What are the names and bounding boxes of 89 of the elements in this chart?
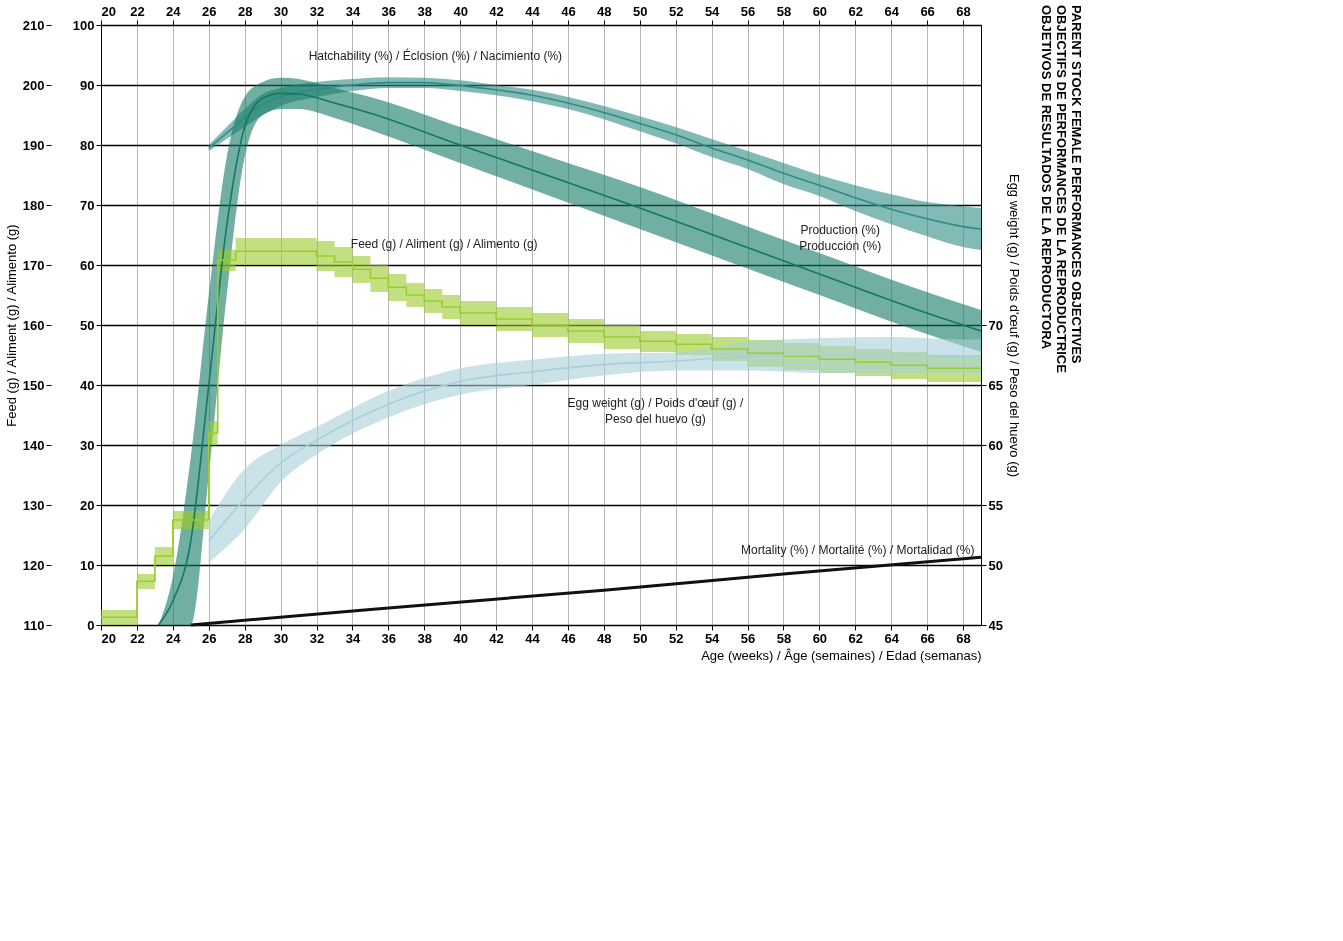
x-tick-label: 38 [417, 630, 432, 646]
x-tick-label: 46 [561, 630, 576, 646]
x-tick-label: 50 [633, 630, 648, 646]
y3-tick-label: 130 [22, 497, 45, 513]
y3-tick-label: 110 [23, 617, 45, 633]
x2-tick-label: 44 [525, 3, 541, 19]
y3-tick-label: 210 [22, 17, 45, 33]
x-tick-label: 34 [345, 630, 361, 646]
x2-tick-label: 24 [166, 3, 182, 19]
x2-tick-label: 34 [345, 3, 361, 19]
y-tick-label: 0 [87, 617, 95, 633]
y3-tick-label: 190 [22, 137, 45, 153]
x2-tick-label: 48 [597, 3, 612, 19]
x-tick-label: 52 [668, 630, 684, 646]
y-tick-label: 10 [80, 557, 95, 573]
x-tick-label: 44 [525, 630, 541, 646]
y-tick-label: 40 [80, 377, 95, 393]
y-tick-label: 80 [80, 137, 95, 153]
y-tick-label: 20 [80, 497, 95, 513]
x2-tick-label: 52 [668, 3, 684, 19]
y2-axis-title: Egg weight (g) / Poids d'œuf (g) / Peso del huevo (g) [1006, 173, 1022, 478]
y3-tick-label: 120 [22, 557, 45, 573]
line-series [189, 555, 983, 627]
x2-tick-label: 56 [740, 3, 756, 19]
y-tick-label: 50 [80, 317, 95, 333]
y-tick-label: 90 [80, 77, 95, 93]
y3-tick-label: 170 [22, 257, 45, 273]
text: Egg weight (g) / Poids d'œuf (g) / Peso del huevo (g) [567, 396, 744, 426]
y-tick-label: 30 [80, 437, 95, 453]
series-label: Production (%) Producción (%) [799, 222, 882, 253]
y3-tick-label: 160 [22, 317, 45, 333]
x2-tick-label: 54 [704, 3, 721, 19]
x2-tick-label: 38 [417, 3, 432, 19]
y-tick-label: 70 [80, 197, 95, 213]
x2-tick-label: 28 [237, 3, 253, 19]
x2-tick-label: 20 [101, 3, 116, 19]
series-label: Feed (g) / Aliment (g) / Alimento (g) [350, 237, 538, 251]
y-tick-label: 60 [80, 257, 95, 273]
x2-tick-label: 22 [130, 3, 145, 19]
line-series [207, 354, 982, 542]
text: PARENT STOCK FEMALE PERFORMANCES OBJECTIVES OBJECTIFS DE PERFORMANCES DE LA REPRODUCTRICE OBJETIVOS DE RESULTADOS DE LA REPRODUCTORA [1039, 5, 1085, 374]
x-tick-label: 64 [884, 630, 900, 646]
y-tick-label: 100 [72, 17, 95, 33]
y2-tick-label: 50 [988, 557, 1003, 573]
y3-tick-label: 150 [22, 377, 45, 393]
x-tick-label: 42 [489, 630, 504, 646]
x2-tick-label: 66 [920, 3, 935, 19]
x2-tick-label: 32 [309, 3, 325, 19]
x2-tick-label: 40 [453, 3, 468, 19]
text: Hatchability (%) / Éclosion (%) / Nacimiento (%) [308, 47, 563, 63]
series-label: Mortality (%) / Mortalité (%) / Mortalidad (%) [741, 543, 975, 557]
x2-tick-label: 64 [884, 3, 900, 19]
x-tick-label: 28 [237, 630, 253, 646]
y3-axis-title: Feed (g) / Aliment (g) / Alimento (g) [3, 224, 19, 427]
x-axis-title: Age (weeks) / Âge (semaines) / Edad (semanas) [701, 647, 982, 663]
x-tick-label: 48 [597, 630, 612, 646]
x-tick-label: 58 [776, 630, 792, 646]
y2-tick-label: 55 [988, 497, 1003, 513]
x-tick-label: 62 [848, 630, 864, 646]
x-tick-label: 20 [101, 630, 116, 646]
x2-tick-label: 58 [776, 3, 792, 19]
y2-tick-label: 65 [988, 377, 1003, 393]
x2-tick-label: 36 [381, 3, 397, 19]
x2-tick-label: 30 [273, 3, 289, 19]
x2-tick-label: 68 [956, 3, 971, 19]
x2-tick-label: 62 [848, 3, 864, 19]
y3-tick-label: 140 [22, 437, 45, 453]
x2-tick-label: 50 [633, 3, 648, 19]
x2-tick-label: 26 [202, 3, 217, 19]
x-tick-label: 40 [453, 630, 468, 646]
y2-tick-label: 45 [988, 617, 1003, 633]
y2-tick-label: 70 [988, 317, 1003, 333]
x-tick-label: 56 [740, 630, 756, 646]
x-tick-label: 32 [309, 630, 325, 646]
x-tick-label: 26 [202, 630, 217, 646]
x-tick-label: 22 [130, 630, 145, 646]
x2-tick-label: 46 [561, 3, 576, 19]
y2-tick-label: 60 [988, 437, 1003, 453]
x2-tick-label: 60 [812, 3, 828, 19]
x-tick-label: 66 [920, 630, 935, 646]
y3-tick-label: 180 [22, 197, 45, 213]
y3-tick-label: 200 [22, 77, 45, 93]
x-tick-label: 30 [273, 630, 289, 646]
x-tick-label: 54 [704, 630, 721, 646]
x-tick-label: 36 [381, 630, 397, 646]
x-tick-label: 24 [166, 630, 182, 646]
x2-tick-label: 42 [489, 3, 504, 19]
x-tick-label: 60 [812, 630, 828, 646]
x-tick-label: 68 [956, 630, 971, 646]
